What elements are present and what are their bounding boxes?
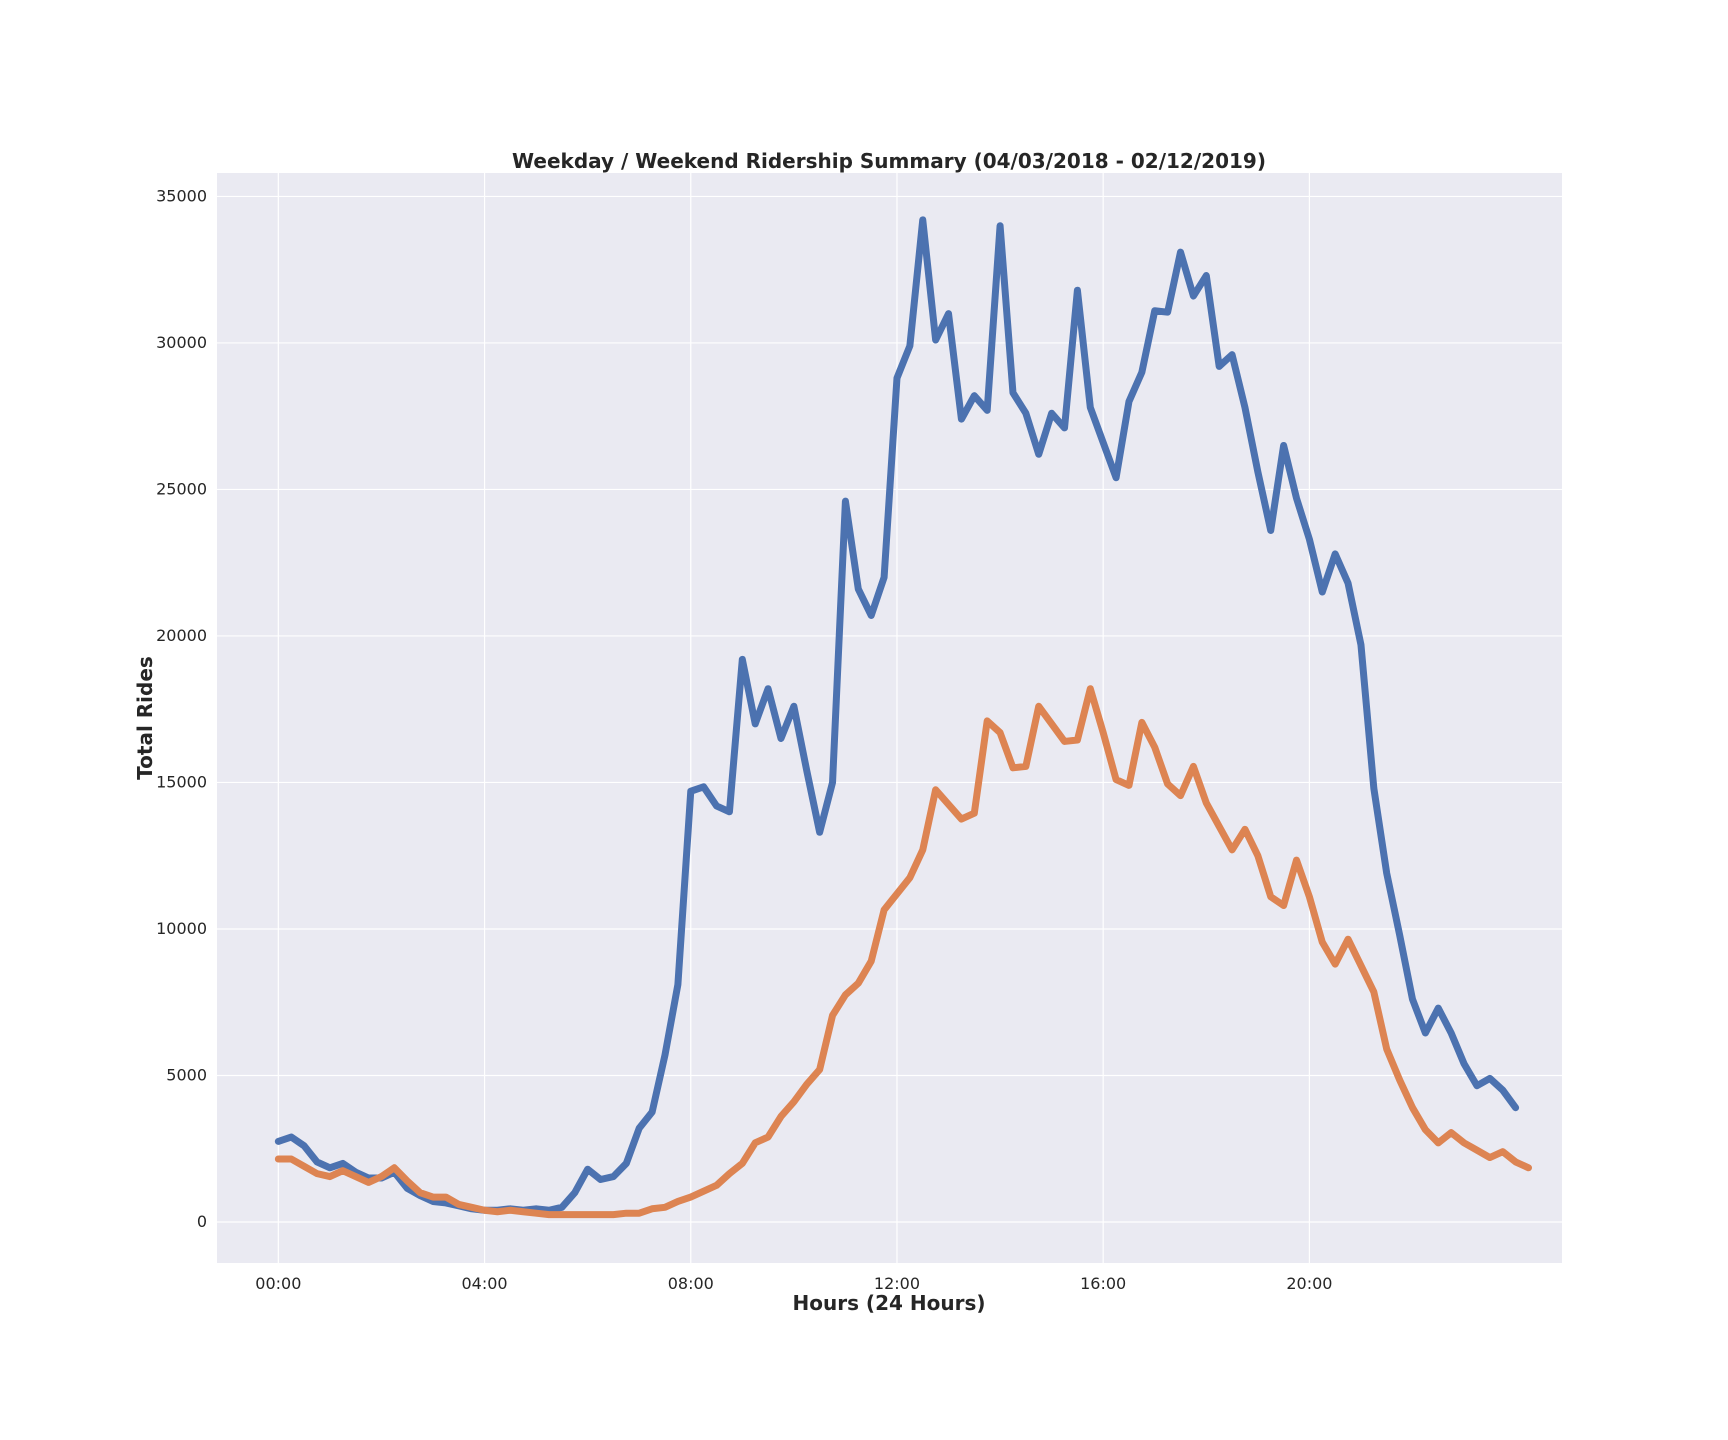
y-axis-ticks: 0 5000 10000 15000 20000 25000 30000 35000 xyxy=(156,186,207,1231)
y-tick-label: 35000 xyxy=(156,186,207,205)
y-tick-label: 5000 xyxy=(166,1065,207,1084)
x-tick-label: 12:00 xyxy=(874,1274,920,1293)
y-tick-label: 20000 xyxy=(156,626,207,645)
y-tick-label: 10000 xyxy=(156,919,207,938)
series-group xyxy=(274,216,1532,1219)
x-tick-label: 04:00 xyxy=(462,1274,508,1293)
y-tick-label: 15000 xyxy=(156,772,207,791)
y-tick-label: 25000 xyxy=(156,479,207,498)
series-line-2 xyxy=(274,685,1532,1219)
x-tick-label: 08:00 xyxy=(668,1274,714,1293)
chart-title: Weekday / Weekend Ridership Summary (04/… xyxy=(512,149,1266,173)
plot-background xyxy=(217,173,1562,1263)
y-tick-label: 30000 xyxy=(156,333,207,352)
y-axis-label: Total Rides xyxy=(133,656,157,780)
x-axis-ticks: 00:00 04:00 08:00 12:00 16:00 20:00 xyxy=(255,1274,1332,1293)
x-tick-label: 00:00 xyxy=(255,1274,301,1293)
x-axis-label: Hours (24 Hours) xyxy=(792,1291,985,1315)
x-tick-label: 16:00 xyxy=(1080,1274,1126,1293)
y-tick-label: 0 xyxy=(197,1212,207,1231)
x-tick-label: 20:00 xyxy=(1286,1274,1332,1293)
